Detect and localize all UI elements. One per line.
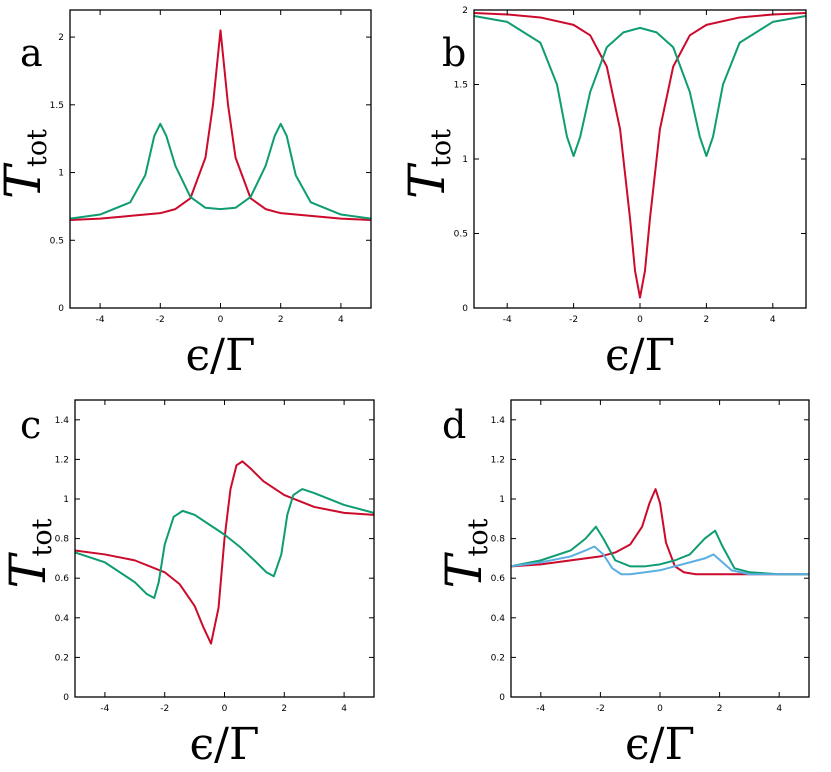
x-tick-label: 4	[776, 704, 782, 714]
y-tick-label: 1	[499, 495, 505, 505]
x-tick-label: -2	[596, 704, 605, 714]
y-tick-label: 1.2	[491, 455, 505, 465]
series-line-b-0	[474, 11, 806, 299]
series-line-d-0	[511, 488, 809, 576]
x-tick-label: -4	[503, 315, 512, 325]
y-tick-label: 1.5	[50, 101, 64, 111]
series-line-a-1	[70, 122, 371, 220]
y-tick-label: 0.5	[454, 230, 468, 240]
y-axis-label-sub: tot	[426, 129, 457, 167]
y-tick-label: 2	[58, 33, 64, 43]
y-tick-label: 2	[462, 6, 468, 16]
x-tick-label: 2	[278, 315, 284, 325]
y-tick-label: 0	[63, 693, 69, 703]
y-tick-label: 0.6	[55, 574, 70, 584]
x-tick-label: -2	[569, 315, 578, 325]
x-tick-label: 2	[281, 704, 287, 714]
y-axis-label-sub: tot	[463, 518, 494, 556]
x-tick-label: 2	[717, 704, 723, 714]
y-tick-label: 0.8	[491, 535, 506, 545]
x-axis-label: ϵ/Γ	[186, 330, 256, 381]
y-tick-label: 0.8	[55, 535, 70, 545]
axis-frame-a	[69, 9, 372, 309]
y-tick-label: 0.5	[50, 236, 64, 246]
y-tick-label: 1.5	[454, 81, 468, 91]
y-axis-label-sub: tot	[27, 518, 58, 556]
y-tick-label: 0	[499, 693, 505, 703]
y-tick-label: 0.2	[55, 653, 69, 663]
x-tick-label: 0	[218, 315, 224, 325]
panel-letter-b: b	[442, 31, 466, 75]
x-tick-label: -2	[160, 704, 169, 714]
series-line-b-1	[474, 14, 806, 158]
y-tick-label: 1	[462, 155, 468, 165]
x-tick-label: 0	[222, 704, 228, 714]
y-tick-label: 1.2	[55, 455, 69, 465]
panel-letter-d: d	[442, 403, 466, 447]
series-line-d-1	[511, 525, 809, 576]
y-tick-label: 0	[58, 304, 64, 314]
x-tick-label: -4	[536, 704, 545, 714]
axis-frame-d	[510, 399, 810, 698]
panel-letter-a: a	[20, 31, 43, 75]
x-tick-label: 0	[637, 315, 643, 325]
y-tick-label: 0.2	[491, 653, 505, 663]
x-tick-label: 4	[341, 704, 347, 714]
x-axis-label: ϵ/Γ	[190, 719, 260, 770]
x-tick-label: 4	[770, 315, 776, 325]
y-tick-label: 1	[58, 169, 64, 179]
series-line-a-0	[70, 29, 371, 221]
series-line-d-2	[511, 545, 809, 576]
x-tick-label: -4	[96, 315, 105, 325]
x-tick-label: 0	[657, 704, 663, 714]
y-axis-label-main: T	[398, 162, 456, 199]
panel-letter-c: c	[20, 403, 41, 447]
y-axis-label-main: T	[435, 552, 493, 589]
x-tick-label: 4	[338, 315, 344, 325]
x-tick-label: 2	[704, 315, 710, 325]
axis-frame-b	[473, 9, 807, 309]
y-tick-label: 0	[462, 304, 468, 314]
series-line-c-1	[75, 488, 374, 599]
y-axis-label-main: T	[0, 552, 57, 589]
y-tick-label: 0.4	[55, 614, 70, 624]
y-tick-label: 1	[63, 495, 69, 505]
y-tick-label: 0.4	[491, 614, 506, 624]
y-axis-label-sub: tot	[22, 129, 53, 167]
x-tick-label: -2	[156, 315, 165, 325]
y-axis-label-main: T	[0, 162, 52, 199]
y-tick-label: 0.6	[491, 574, 506, 584]
x-tick-label: -4	[100, 704, 109, 714]
series-line-c-0	[75, 460, 374, 645]
x-axis-label: ϵ/Γ	[605, 330, 675, 381]
x-axis-label: ϵ/Γ	[625, 719, 695, 770]
y-tick-label: 1.4	[491, 416, 506, 426]
y-tick-label: 1.4	[55, 416, 70, 426]
